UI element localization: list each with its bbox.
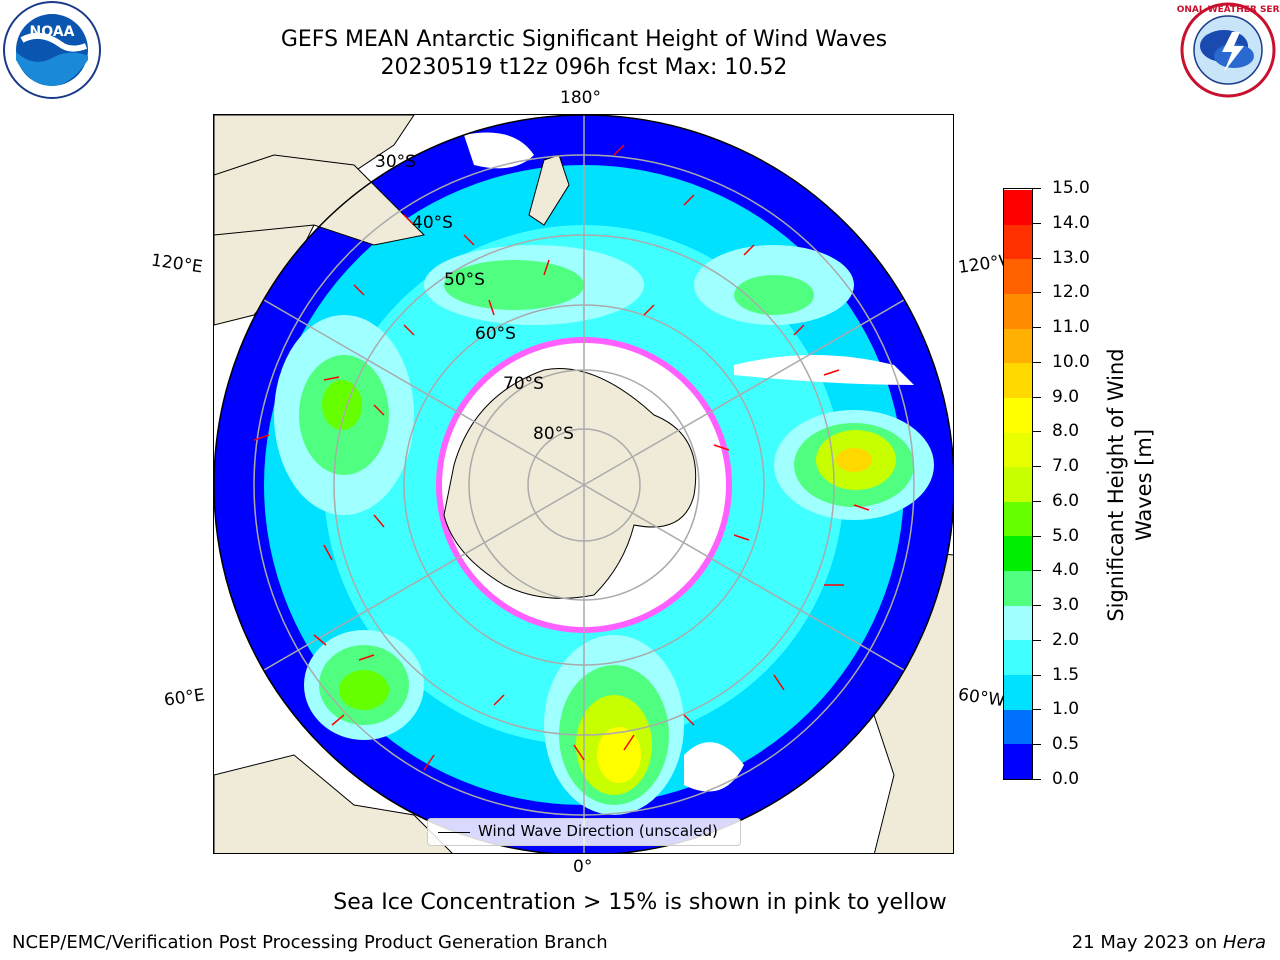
colorbar-segment: [1004, 328, 1032, 364]
lon-label-120e: 120°E: [149, 250, 204, 278]
colorbar-label: Significant Height of Wind Waves [m]: [1102, 348, 1158, 621]
lat-label-40s: 40°S: [412, 213, 453, 233]
colorbar-segment: [1004, 674, 1032, 710]
colorbar-tick: [1033, 431, 1041, 433]
colorbar-tick: [1033, 779, 1041, 780]
colorbar-tick-label: 1.5: [1052, 664, 1080, 685]
lon-label-0: 0°: [573, 857, 593, 877]
colorbar-tick-label: 2.0: [1052, 629, 1080, 650]
lon-label-60w: 60°W: [956, 684, 1007, 712]
colorbar-segment: [1004, 189, 1032, 225]
polar-map: [214, 115, 953, 853]
colorbar-segment: [1004, 224, 1032, 260]
colorbar-tick: [1033, 709, 1041, 711]
colorbar-tick-label: 0.5: [1052, 734, 1080, 755]
svg-text:NOAA: NOAA: [30, 24, 75, 40]
colorbar-tick: [1033, 500, 1041, 502]
map-title: GEFS MEAN Antarctic Significant Height o…: [280, 27, 888, 52]
colorbar-tick: [1033, 361, 1041, 363]
colorbar-tick-label: 15.0: [1052, 178, 1090, 198]
map-subtitle: 20230519 t12z 096h fcst Max: 10.52: [380, 55, 788, 80]
colorbar-tick: [1033, 744, 1041, 746]
sea-ice-note: Sea Ice Concentration > 15% is shown in …: [333, 890, 947, 915]
footer-credit: NCEP/EMC/Verification Post Processing Pr…: [12, 932, 608, 953]
colorbar-segment: [1004, 639, 1032, 676]
colorbar-segment: [1004, 535, 1032, 572]
colorbar-tick: [1033, 674, 1041, 676]
svg-text:NATIONAL WEATHER SERVICE: NATIONAL WEATHER SERVICE: [1176, 5, 1280, 15]
colorbar-segment: [1004, 605, 1032, 641]
colorbar-segment: [1004, 743, 1032, 779]
colorbar-segment: [1004, 466, 1032, 502]
colorbar-segment: [1004, 432, 1032, 468]
legend-label: Wind Wave Direction (unscaled): [478, 822, 718, 840]
colorbar-tick-label: 8.0: [1052, 421, 1080, 442]
colorbar-tick-label: 0.0: [1052, 769, 1080, 789]
footer-date: 21 May 2023 on Hera: [1072, 932, 1266, 953]
colorbar-segment: [1004, 293, 1032, 329]
nws-logo: NATIONAL WEATHER SERVICE: [1176, 2, 1280, 98]
colorbar-tick: [1033, 639, 1041, 641]
colorbar-tick: [1033, 327, 1041, 329]
colorbar-tick-label: 12.0: [1052, 282, 1090, 303]
colorbar-segment: [1004, 709, 1032, 745]
colorbar-segment: [1004, 570, 1032, 606]
lat-label-80s: 80°S: [533, 424, 574, 444]
lat-label-50s: 50°S: [444, 270, 485, 290]
colorbar-tick-label: 13.0: [1052, 247, 1090, 268]
colorbar-tick-label: 10.0: [1052, 351, 1090, 372]
legend-line-icon: [438, 832, 470, 833]
colorbar-segment: [1004, 397, 1032, 433]
colorbar-label-line2: Waves [m]: [1132, 428, 1156, 542]
colorbar-tick-label: 4.0: [1052, 560, 1080, 581]
colorbar-label-line1: Significant Height of Wind: [1104, 348, 1128, 622]
colorbar-tick: [1033, 570, 1041, 572]
footer-date-text: 21 May 2023 on: [1071, 932, 1223, 953]
colorbar-tick: [1033, 292, 1041, 294]
colorbar-tick: [1033, 257, 1041, 259]
colorbar-tick-label: 5.0: [1052, 525, 1080, 546]
lat-label-70s: 70°S: [503, 374, 544, 394]
colorbar-segment: [1004, 362, 1032, 398]
colorbar-tick: [1033, 605, 1041, 607]
colorbar-tick-label: 9.0: [1052, 386, 1080, 407]
colorbar-tick: [1033, 188, 1041, 189]
colorbar-segment: [1004, 258, 1032, 294]
colorbar-tick: [1033, 466, 1041, 468]
colorbar-tick-label: 14.0: [1052, 212, 1090, 233]
colorbar-tick-label: 11.0: [1052, 317, 1090, 338]
colorbar-tick: [1033, 222, 1041, 224]
colorbar-tick: [1033, 396, 1041, 398]
map-panel: [213, 114, 954, 854]
colorbar-tick: [1033, 535, 1041, 537]
colorbar-tick-label: 1.0: [1052, 699, 1080, 720]
footer-host: Hera: [1222, 932, 1266, 953]
map-legend: Wind Wave Direction (unscaled): [427, 818, 741, 846]
colorbar-tick-label: 6.0: [1052, 490, 1080, 511]
colorbar: [1003, 188, 1033, 780]
colorbar-tick-label: 3.0: [1052, 595, 1080, 616]
colorbar-tick-label: 7.0: [1052, 456, 1080, 477]
lon-label-180: 180°: [560, 88, 601, 108]
lon-label-60e: 60°E: [162, 685, 207, 711]
lat-label-30s: 30°S: [375, 152, 416, 172]
noaa-logo: NOAA: [3, 1, 101, 99]
lat-label-60s: 60°S: [475, 324, 516, 344]
colorbar-segment: [1004, 501, 1032, 537]
